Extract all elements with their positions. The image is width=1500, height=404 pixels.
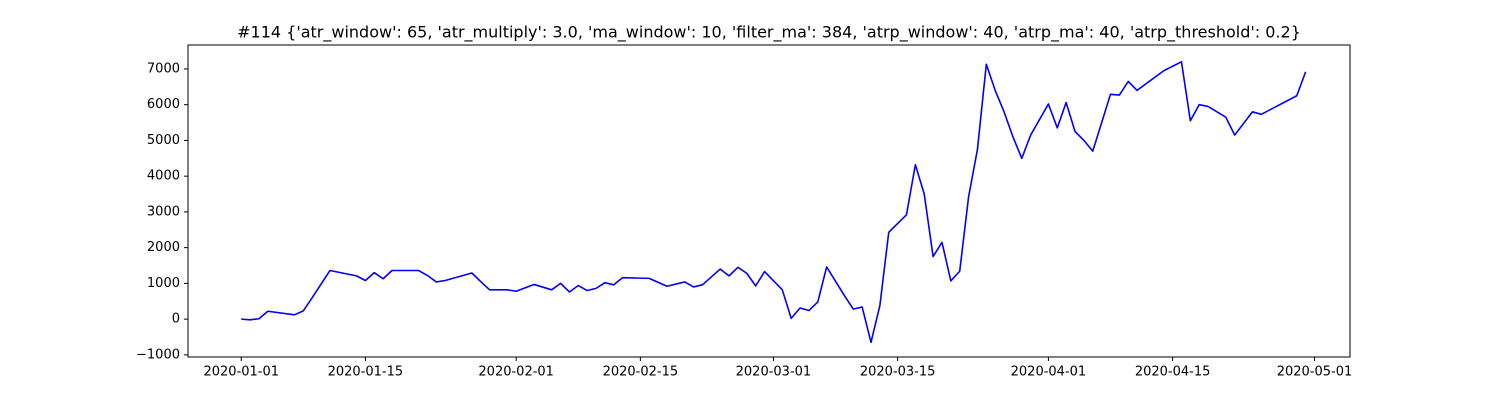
y-tick-label: −1000 xyxy=(136,347,180,362)
x-tick-label: 2020-05-01 xyxy=(1277,365,1353,380)
x-tick-label: 2020-02-15 xyxy=(603,365,679,380)
y-tick-label: 6000 xyxy=(147,97,180,112)
x-tick-label: 2020-02-01 xyxy=(478,365,554,380)
x-tick-label: 2020-01-15 xyxy=(328,365,404,380)
chart-title: #114 {'atr_window': 65, 'atr_multiply': … xyxy=(237,23,1301,43)
x-tick-label: 2020-03-01 xyxy=(736,365,812,380)
y-tick-label: 5000 xyxy=(147,133,180,148)
line-series xyxy=(241,61,1307,344)
x-tick-label: 2020-04-01 xyxy=(1011,365,1087,380)
plot-frame xyxy=(187,44,1351,358)
y-tick-label: 7000 xyxy=(147,61,180,76)
x-tick-label: 2020-04-15 xyxy=(1135,365,1211,380)
x-tick-label: 2020-01-01 xyxy=(203,365,279,380)
y-tick-label: 0 xyxy=(172,312,180,327)
y-tick-label: 1000 xyxy=(147,276,180,291)
x-tick-label: 2020-03-15 xyxy=(860,365,936,380)
y-tick-label: 2000 xyxy=(147,240,180,255)
y-tick-label: 4000 xyxy=(147,169,180,184)
y-tick-label: 3000 xyxy=(147,204,180,219)
